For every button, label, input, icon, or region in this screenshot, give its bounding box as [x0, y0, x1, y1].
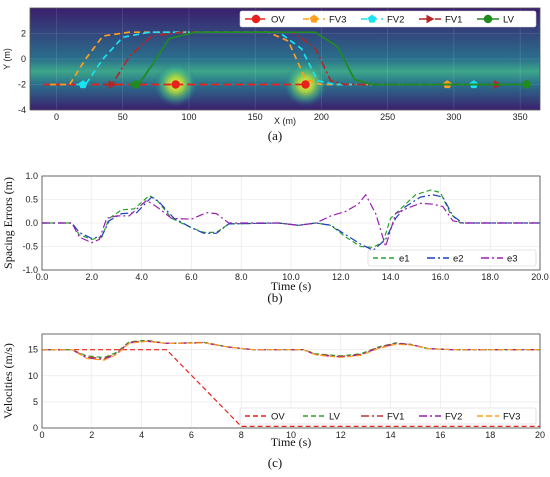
legend-marker-fv3	[309, 14, 319, 23]
legend: e1 e2 e3	[367, 249, 537, 267]
series-line-ov	[42, 349, 540, 427]
x-tick-label: 18	[485, 430, 495, 440]
y-tick-label: 10	[28, 371, 38, 381]
legend-label-fv3: FV3	[329, 14, 346, 25]
x-tick-label: 16	[435, 430, 445, 440]
x-tick-label: 100	[181, 112, 196, 122]
series-group	[42, 189, 540, 252]
series-marker-ov	[301, 80, 310, 89]
legend-marker-fv1	[426, 14, 435, 24]
x-tick-label: 10.0	[282, 272, 300, 282]
ticks: 0 2 4 6 8 10 12 14 16 18 20 0 5 10 15	[28, 345, 545, 440]
x-tick-label: 10	[286, 430, 296, 440]
panel-a: 0 50 100 150 200 250 300 350-4-202 X (m) Y (m) …	[2, 7, 541, 143]
series-group	[43, 31, 531, 89]
legend-label-e1: e1	[399, 253, 410, 264]
x-tick-label: 50	[118, 112, 128, 122]
x-tick-label: 12.0	[332, 272, 350, 282]
y-tick-label: 0.0	[25, 218, 38, 228]
x-tick-label: 8.0	[235, 272, 248, 282]
x-tick-label: 0	[39, 430, 44, 440]
ticks: 0 50 100 150 200 250 300 350 -4 -2 0 2	[18, 29, 528, 123]
series-group	[42, 339, 540, 427]
legend-label-fv1: FV1	[387, 411, 404, 422]
x-tick-label: 18.0	[481, 272, 499, 282]
legend-label-e3: e3	[507, 253, 518, 264]
x-tick-label: 12	[336, 430, 346, 440]
x-tick-label: 150	[248, 112, 263, 122]
ticks: 0.0 2.0 4.0 6.0 8.0 10.0 12.0 14.0 16.0 18.0 20.0 -…	[22, 171, 548, 282]
panel-b: 0.0 2.0 4.0 6.0 8.0 10.0 12.0 14.0 16.0 18.0 20.0 -…	[1, 171, 549, 305]
x-tick-label: 300	[446, 112, 461, 122]
legend-marker-ov	[251, 14, 261, 24]
y-tick-label: -4	[18, 105, 26, 115]
y-axis-label: Spacing Errors (m)	[1, 177, 15, 269]
legend-marker-lv	[483, 14, 493, 24]
x-tick-label: 6.0	[185, 272, 198, 282]
y-tick-label: 0	[21, 54, 26, 64]
series-marker-ov	[171, 80, 180, 89]
x-tick-label: 16.0	[432, 272, 450, 282]
x-tick-label: 0.0	[36, 272, 49, 282]
x-tick-label: 4	[139, 430, 144, 440]
panel-c: 0 2 4 6 8 10 12 14 16 18 20 0 5 10 15 Time (s) Velocit…	[1, 333, 545, 470]
legend-label-ov: OV	[271, 14, 285, 25]
legend-box	[239, 407, 537, 425]
series-marker-lv	[522, 80, 531, 89]
x-tick-label: 0	[54, 112, 59, 122]
caption-a: (a)	[268, 128, 282, 143]
series-line-fv3	[42, 340, 540, 361]
x-tick-label: 2	[89, 430, 94, 440]
x-tick-label: 350	[513, 112, 528, 122]
x-tick-label: 14.0	[382, 272, 400, 282]
y-tick-label: 15	[28, 345, 38, 355]
legend-label-fv3: FV3	[503, 411, 520, 422]
x-axis-label: Time (s)	[271, 435, 312, 449]
series-marker-fv1	[108, 80, 117, 89]
x-tick-label: 2.0	[86, 272, 99, 282]
plot-frame	[41, 333, 541, 429]
y-tick-label: -2	[18, 80, 26, 90]
x-tick-label: 200	[314, 112, 329, 122]
x-tick-label: 250	[380, 112, 395, 122]
y-tick-label: 0	[33, 423, 38, 433]
y-axis-label: Velocities (m/s)	[1, 343, 15, 419]
legend-label-fv2: FV2	[445, 411, 462, 422]
y-tick-label: -1.0	[22, 265, 38, 275]
x-tick-label: 8	[239, 430, 244, 440]
legend: OV FV3 FV2 FV1 LV	[239, 10, 537, 28]
x-axis-label: Time (s)	[271, 279, 312, 293]
legend-label-ov: OV	[271, 411, 285, 422]
legend-label-lv: LV	[503, 14, 515, 25]
plot-frame	[29, 7, 541, 111]
caption-b: (b)	[267, 290, 282, 305]
legend-label-fv1: FV1	[445, 14, 462, 25]
x-tick-label: 4.0	[135, 272, 148, 282]
x-tick-label: 6	[189, 430, 194, 440]
x-axis-label: X (m)	[274, 116, 296, 126]
x-tick-label: 20	[535, 430, 545, 440]
y-tick-label: 5	[33, 397, 38, 407]
x-tick-label: 20.0	[531, 272, 549, 282]
legend-marker-fv2	[367, 14, 377, 23]
y-tick-label: -0.5	[22, 242, 38, 252]
x-tick-label: 14	[386, 430, 396, 440]
y-tick-label: 2	[21, 29, 26, 39]
legend-label-e2: e2	[453, 253, 464, 264]
series-marker-fv2	[78, 80, 88, 89]
legend: OV LV FV1 FV2 FV3	[239, 407, 537, 425]
series-marker-lv	[131, 80, 141, 89]
series-line-fv1	[102, 31, 498, 86]
series-line-e3	[42, 193, 540, 249]
caption-c: (c)	[268, 455, 282, 470]
y-tick-label: 1.0	[25, 171, 38, 181]
series-line-lv	[129, 31, 527, 86]
plot-frame	[41, 175, 541, 271]
legend-box	[367, 249, 537, 267]
y-tick-label: 0.5	[25, 195, 38, 205]
y-axis-label: Y (m)	[2, 48, 12, 70]
legend-label-fv2: FV2	[387, 14, 404, 25]
legend-label-lv: LV	[329, 411, 341, 422]
